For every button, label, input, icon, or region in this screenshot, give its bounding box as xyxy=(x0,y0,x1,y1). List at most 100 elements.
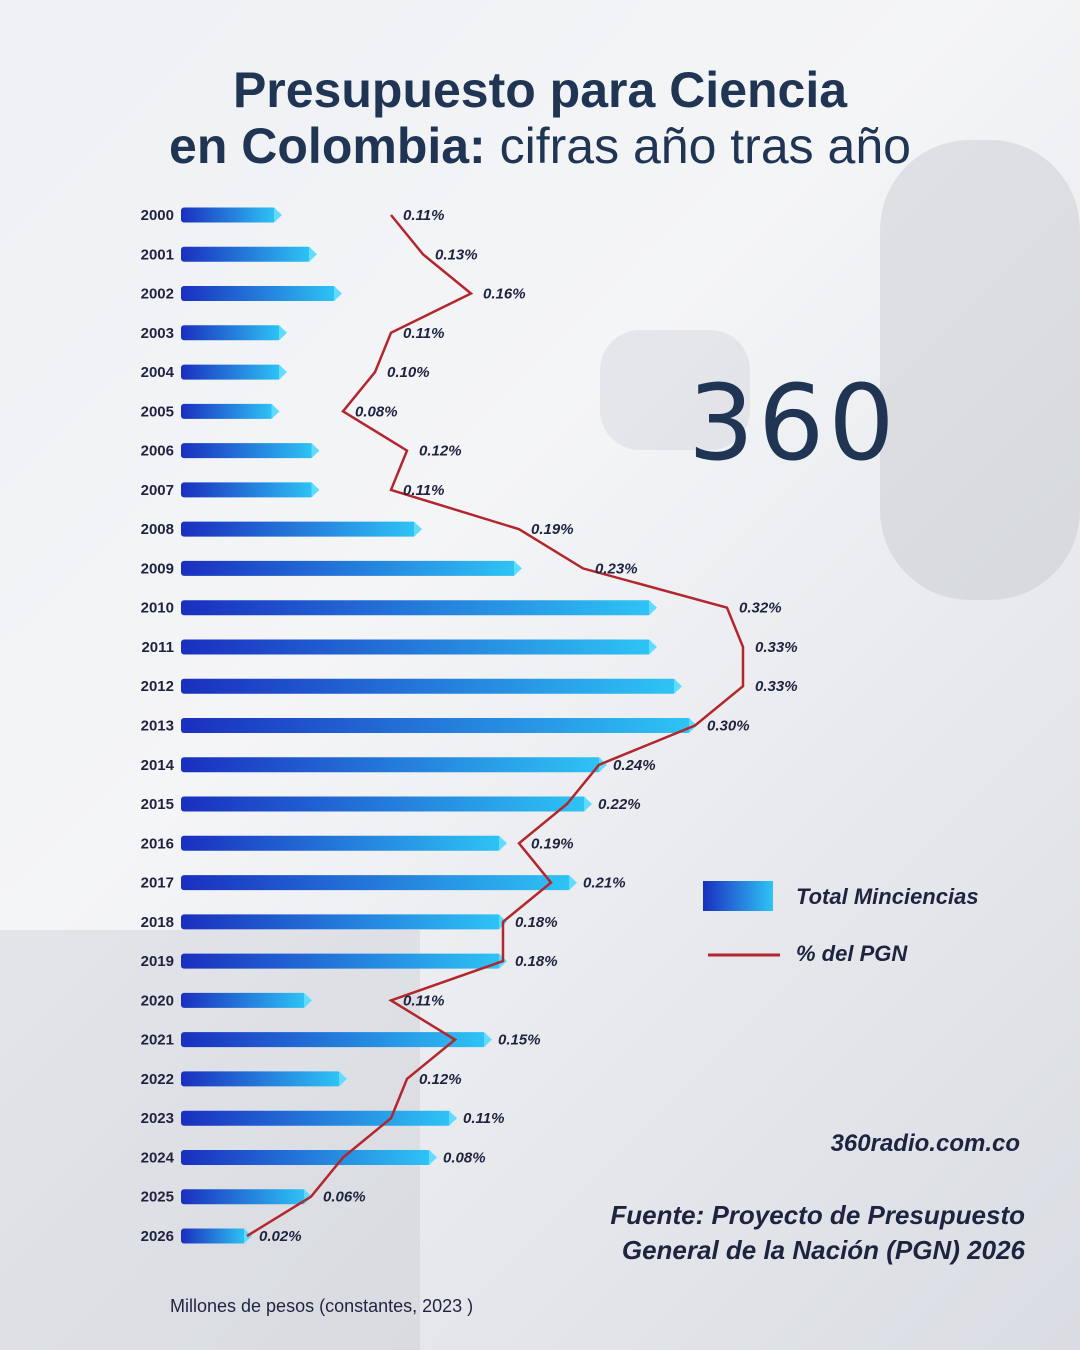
year-label: 2005 xyxy=(141,403,174,420)
pct-data-label: 0.12% xyxy=(419,1071,462,1088)
bar-tip xyxy=(649,639,657,655)
year-label: 2006 xyxy=(141,443,174,460)
year-label: 2011 xyxy=(141,639,174,656)
year-label: 2002 xyxy=(141,286,174,303)
year-label: 2014 xyxy=(141,757,175,774)
background-shape xyxy=(600,330,750,450)
bar xyxy=(181,482,314,498)
year-label: 2023 xyxy=(141,1110,174,1127)
pct-data-label: 0.19% xyxy=(531,521,574,538)
source-note: Fuente: Proyecto de Presupuesto General … xyxy=(520,1198,1025,1268)
bar-tip xyxy=(274,207,282,223)
pct-data-label: 0.23% xyxy=(595,560,638,577)
year-label: 2026 xyxy=(141,1228,174,1245)
pct-data-label: 0.11% xyxy=(403,992,444,1009)
bar xyxy=(181,1110,451,1126)
year-label: 2008 xyxy=(141,521,174,538)
bar xyxy=(181,325,281,341)
year-label: 2010 xyxy=(141,600,174,617)
year-label: 2015 xyxy=(141,796,174,813)
year-label: 2016 xyxy=(141,835,174,852)
bar xyxy=(181,403,274,419)
bar xyxy=(181,639,651,655)
bar xyxy=(181,953,501,969)
year-label: 2021 xyxy=(141,1032,174,1049)
year-label: 2018 xyxy=(141,914,174,931)
pct-data-label: 0.19% xyxy=(531,835,574,852)
source-line-2: General de la Nación (PGN) 2026 xyxy=(621,1235,1025,1265)
title-line-2: en Colombia: cifras año tras año xyxy=(0,118,1080,174)
year-label: 2001 xyxy=(141,246,174,263)
bar xyxy=(181,835,501,851)
bar-tip xyxy=(584,796,592,812)
bar xyxy=(181,718,691,733)
bar xyxy=(181,1189,306,1205)
year-label: 2012 xyxy=(141,678,174,695)
bar-tip xyxy=(449,1110,457,1126)
year-label: 2025 xyxy=(141,1189,174,1206)
year-label: 2022 xyxy=(141,1071,174,1088)
website-url: 360radio.com.co xyxy=(830,1130,1020,1157)
bar xyxy=(181,364,281,380)
year-label: 2019 xyxy=(141,953,174,970)
bar xyxy=(181,1071,341,1087)
legend-line-label: % del PGN xyxy=(796,941,908,966)
pct-data-label: 0.30% xyxy=(707,718,750,735)
pct-data-label: 0.16% xyxy=(483,286,526,303)
bar xyxy=(181,521,416,537)
pct-data-label: 0.33% xyxy=(755,678,798,695)
pct-data-label: 0.33% xyxy=(755,639,798,656)
logo-360: 360 xyxy=(688,362,899,484)
bar xyxy=(181,914,501,930)
year-label: 2024 xyxy=(141,1149,175,1166)
labels-layer: 2000 0.11% 2001 0.13% 2002 0.16% 2003 0.11% 2004… xyxy=(141,207,798,1245)
bar-tip xyxy=(311,443,320,459)
bar-tip xyxy=(414,521,422,537)
bar xyxy=(181,1032,486,1048)
bar-tip xyxy=(339,1071,347,1087)
pct-data-label: 0.18% xyxy=(515,953,558,970)
pct-data-label: 0.13% xyxy=(435,246,478,263)
bar xyxy=(181,1149,431,1165)
pct-data-label: 0.32% xyxy=(739,600,782,617)
bar-tip xyxy=(304,992,312,1008)
bar xyxy=(181,678,676,694)
bar-tip xyxy=(514,560,522,576)
pct-data-label: 0.11% xyxy=(463,1110,504,1127)
pct-line xyxy=(246,214,745,1238)
page-title: Presupuesto para Ciencia en Colombia: ci… xyxy=(0,62,1080,174)
legend-bar-swatch xyxy=(703,881,773,911)
year-label: 2004 xyxy=(141,364,175,381)
title-line-2-bold: en Colombia: xyxy=(169,118,486,174)
bar xyxy=(181,757,601,773)
pct-data-label: 0.10% xyxy=(387,364,430,381)
bar-tip xyxy=(499,835,507,851)
year-label: 2003 xyxy=(141,325,174,342)
units-note: Millones de pesos (constantes, 2023 ) xyxy=(170,1296,474,1316)
bar xyxy=(181,560,516,576)
bar xyxy=(181,207,276,223)
bar-tip xyxy=(279,325,287,341)
bar-tip xyxy=(674,678,682,694)
title-line-1: Presupuesto para Ciencia xyxy=(232,62,848,118)
background-shape xyxy=(880,140,1080,600)
pct-data-label: 0.11% xyxy=(403,207,444,224)
pct-data-label: 0.12% xyxy=(419,443,462,460)
pct-data-label: 0.08% xyxy=(443,1149,486,1166)
bar xyxy=(181,600,651,616)
bar xyxy=(181,992,306,1008)
bar-tip xyxy=(279,364,287,380)
bar-tip xyxy=(311,482,320,498)
bar-tip xyxy=(271,403,280,419)
pct-data-label: 0.24% xyxy=(613,757,656,774)
title-line-2-light: cifras año tras año xyxy=(499,118,911,174)
pct-data-label: 0.18% xyxy=(515,914,558,931)
pct-data-label: 0.22% xyxy=(598,796,641,813)
bar xyxy=(181,796,586,812)
bar xyxy=(181,1228,246,1244)
bar-tip xyxy=(484,1032,492,1048)
legend-bar-label: Total Minciencias xyxy=(796,884,979,909)
year-label: 2000 xyxy=(141,207,174,224)
year-label: 2009 xyxy=(141,560,174,577)
